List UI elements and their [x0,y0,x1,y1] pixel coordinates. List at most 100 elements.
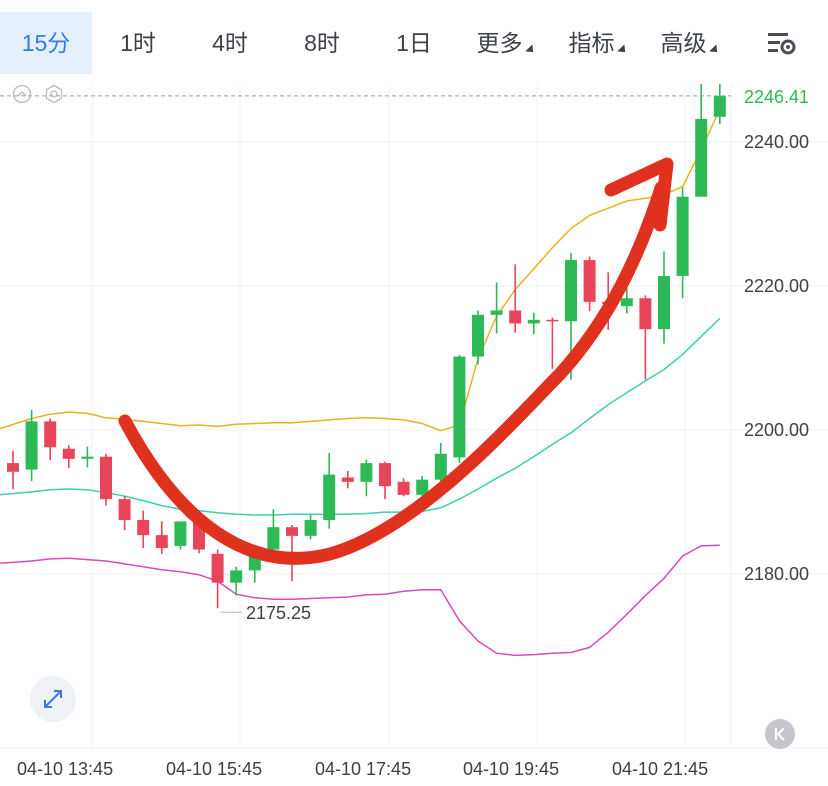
candle-body [62,448,75,459]
scroll-to-latest-button[interactable] [765,719,795,749]
candle-body [267,527,280,550]
last-price-label: 2246.41 [744,87,809,107]
time-tick-label: 04-10 19:45 [463,759,559,779]
annotation-arrow-head [604,157,674,232]
candle-body [341,477,354,482]
candle-body [676,196,689,276]
tab-label: 15分 [21,30,71,56]
candle-body [323,474,336,520]
candle-body [137,520,150,536]
candle-body [230,570,243,583]
candle-body [527,319,540,324]
tab-4h[interactable]: 4时 [184,12,276,74]
dropdown-caret-icon [524,44,537,56]
tab-advanced[interactable]: 高级 [644,12,736,74]
candle-body [397,481,410,495]
tab-15min[interactable]: 15分 [0,12,92,74]
tab-more[interactable]: 更多 [460,12,552,74]
candle-body [453,356,466,458]
tab-label: 更多 [476,30,523,56]
candle-body [546,319,559,322]
price-tick-label: 2220.00 [744,276,809,296]
candle [174,521,187,550]
candle [7,450,19,490]
candle-body [174,521,187,546]
candle [118,495,131,531]
candle-body [695,118,708,197]
candle [100,453,112,506]
candle [267,509,280,556]
candle [25,409,38,482]
dropdown-caret-icon [708,44,721,56]
tab-8h[interactable]: 8时 [276,12,368,74]
candle [546,317,559,369]
candle [695,84,708,197]
candle-body [304,520,317,536]
candle [304,514,317,540]
candle [639,295,652,380]
tab-indicators[interactable]: 指标 [552,12,644,74]
time-tick-label: 04-10 21:45 [612,759,708,779]
price-tick-label: 2200.00 [744,420,809,440]
candle [434,442,447,487]
time-tick-label: 04-10 13:45 [17,759,113,779]
candle [211,549,224,609]
candle-body [434,453,447,480]
expand-diagonal-icon [44,690,62,708]
chevron-left-k-icon [775,727,785,741]
candle [453,355,466,464]
tab-label: 1日 [396,30,432,56]
dropdown-caret-icon [616,44,629,56]
candlestick-chart[interactable]: 2240.00 2220.00 2200.00 2180.00 04-10 13:45… [0,84,828,786]
candle [379,461,391,500]
candle [620,288,633,314]
candle [44,418,57,461]
candle-body [25,421,38,470]
candle [155,521,168,554]
candle-body [248,549,261,571]
candle-body [379,463,391,487]
candle-body [639,298,652,330]
candle-body [286,527,298,536]
candle-body [620,298,633,307]
candle [81,446,94,468]
candle-body [211,553,224,583]
candle-body [565,260,577,322]
ma-mid-line [0,317,721,516]
candle [323,453,336,529]
time-tick-label: 04-10 17:45 [315,759,411,779]
candle-body [509,310,522,324]
candle-body [100,456,112,500]
candle [230,566,243,596]
candle [472,310,484,365]
candle [62,445,75,469]
tab-label: 高级 [660,30,707,56]
expand-chart-button[interactable] [30,676,76,722]
tab-label: 8时 [304,30,340,56]
candle [713,84,726,124]
tab-1h[interactable]: 1时 [92,12,184,74]
grid-lines [0,84,828,749]
chevron-up-circle-icon[interactable] [12,84,32,104]
candle [583,256,596,312]
ma-long-line [0,544,720,657]
price-tick-label: 2240.00 [744,132,809,152]
ma-short-line [0,108,721,432]
candle-body [7,463,19,472]
candle-body [472,314,484,357]
tab-1d[interactable]: 1日 [368,12,460,74]
chart-mini-toolbar [12,84,72,108]
low-price-label: 2175.25 [246,603,311,623]
chart-settings-icon[interactable] [766,30,798,56]
candle-body [416,479,429,495]
candle-body [155,535,168,549]
candle [360,459,373,497]
candle [490,282,503,334]
candle-body [44,421,57,448]
candle-body [118,499,131,520]
time-axis: 04-10 13:45 04-10 15:45 04-10 17:45 04-10 1… [17,759,708,779]
hexagon-icon[interactable] [44,84,64,104]
annotation-arrow [118,157,674,565]
extreme-markers: 2246.412252.992175.25 [0,87,809,623]
tab-label: 指标 [568,30,615,56]
